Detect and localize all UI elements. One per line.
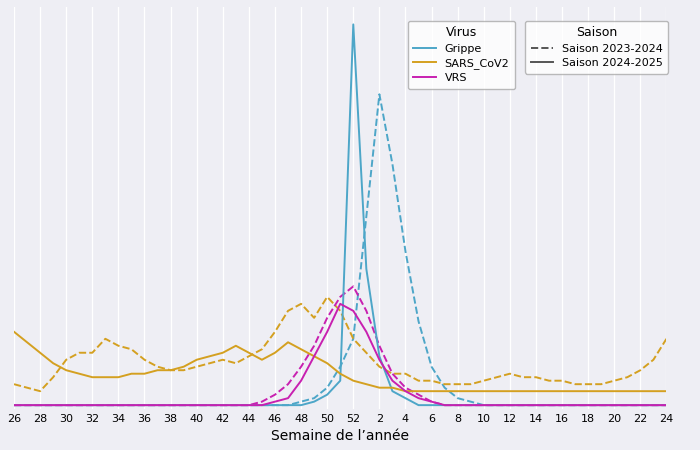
- Legend: Saison 2023-2024, Saison 2024-2025: Saison 2023-2024, Saison 2024-2025: [525, 21, 668, 73]
- X-axis label: Semaine de l’année: Semaine de l’année: [271, 429, 410, 443]
